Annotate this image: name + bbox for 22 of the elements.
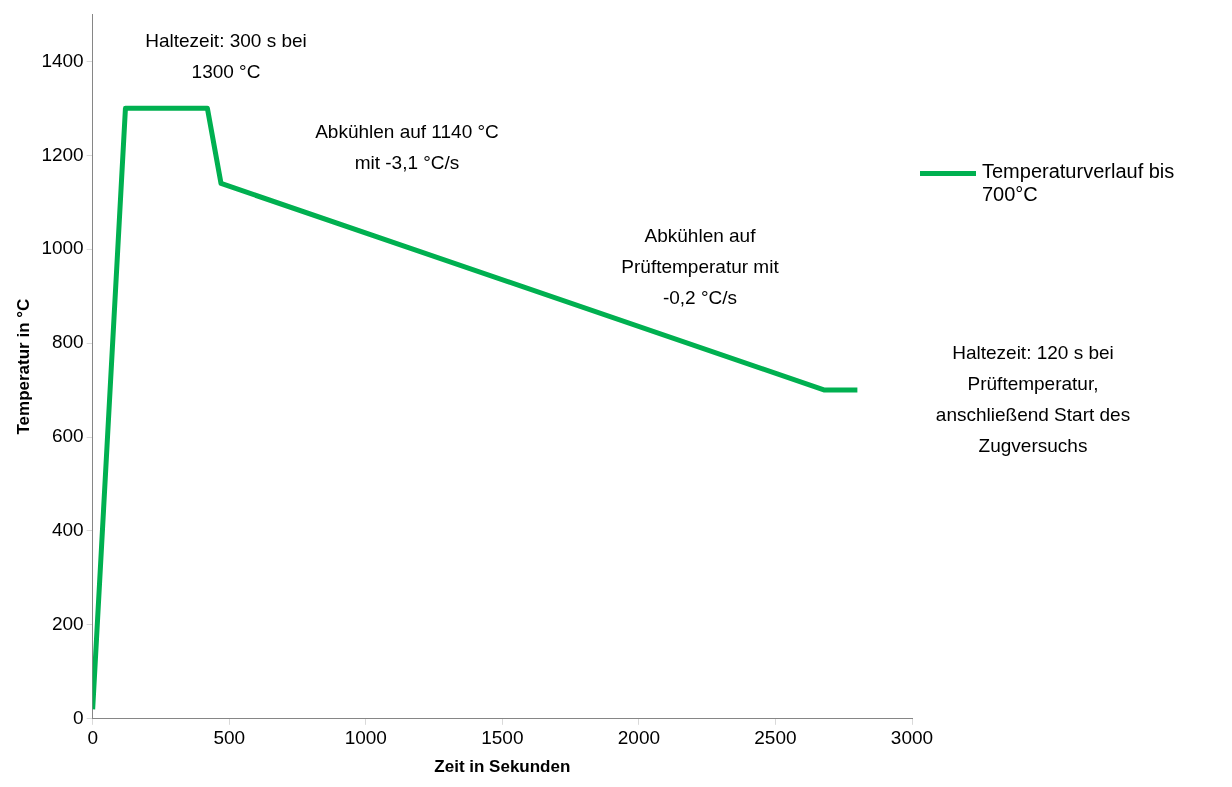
annotation: Abkühlen auf 1140 °C mit -3,1 °C/s [315, 120, 499, 173]
x-tick-label: 2500 [754, 727, 797, 749]
annotation: Abkühlen auf Prüftemperatur mit -0,2 °C/s [621, 225, 780, 309]
legend-label: Temperaturverlauf bis 700°C [982, 160, 1176, 206]
text: Haltezeit: 120 s bei Prüftemperatur, anschließend Start des Zugversuchs [935, 341, 1131, 456]
y-tick-label: 800 [51, 331, 84, 353]
x-axis-title: Zeit in Sekunden [434, 757, 571, 777]
y-tick-label: 0 [73, 707, 84, 729]
annotation: Haltezeit: 300 s bei 1300 °C [145, 29, 307, 82]
y-tick-label: 1200 [41, 143, 84, 165]
x-tick-label: 1000 [344, 727, 387, 749]
y-tick-label: 200 [51, 613, 84, 635]
x-tick-label: 2000 [617, 727, 661, 749]
x-tick-label: 3000 [890, 727, 934, 749]
y-tick-label: 400 [51, 519, 84, 541]
y-axis-title: Temperatur in °C [13, 298, 33, 435]
x-tick-label: 500 [213, 727, 246, 749]
y-tick-label: 1000 [41, 237, 84, 259]
x-tick-label: 0 [87, 727, 98, 749]
y-tick-label: 600 [51, 425, 84, 447]
x-tick-label: 1500 [481, 727, 524, 749]
y-tick-label: 1400 [41, 49, 84, 71]
